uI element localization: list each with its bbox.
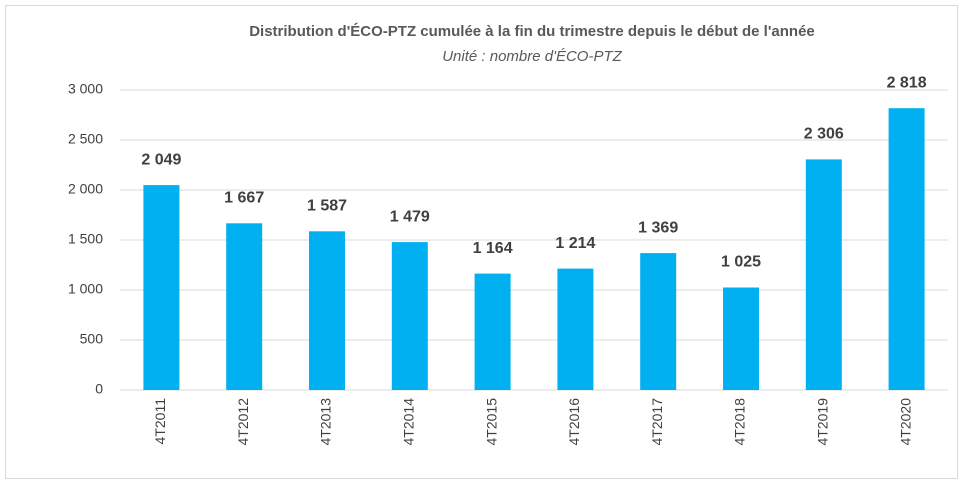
bar: [805, 159, 842, 390]
value-label: 1 479: [390, 208, 430, 225]
y-tick-label: 3 000: [68, 81, 103, 97]
value-label: 1 587: [307, 198, 347, 215]
bar: [640, 253, 677, 390]
bar: [309, 231, 345, 390]
value-label: 1 025: [721, 254, 761, 271]
x-tick-label: 4T2011: [152, 398, 168, 445]
bar: [391, 242, 428, 390]
value-label: 2 049: [141, 151, 181, 168]
value-label: 2 818: [887, 74, 927, 91]
value-label: 1 369: [638, 219, 678, 236]
bar: [474, 273, 511, 390]
value-label: 1 214: [555, 235, 595, 252]
y-tick-label: 2 500: [68, 131, 103, 147]
value-label: 1 164: [473, 240, 513, 257]
value-label: 2 306: [804, 126, 844, 143]
value-label: 1 667: [224, 190, 264, 207]
bar: [723, 287, 759, 390]
y-tick-label: 500: [80, 331, 104, 347]
x-tick-label: 4T2013: [318, 398, 334, 446]
chart-title: Distribution d'ÉCO-PTZ cumulée à la fin …: [249, 23, 815, 40]
bar: [143, 185, 180, 390]
x-tick-label: 4T2019: [815, 398, 831, 446]
chart-subtitle: Unité : nombre d'ÉCO-PTZ: [442, 48, 622, 65]
x-tick-label: 4T2015: [483, 398, 499, 446]
bar: [888, 108, 925, 390]
bar: [557, 268, 594, 390]
bar: [226, 223, 263, 390]
y-tick-label: 1 000: [68, 281, 103, 297]
x-tick-label: 4T2020: [897, 398, 913, 446]
y-tick-label: 0: [95, 381, 103, 397]
y-tick-label: 1 500: [68, 231, 103, 247]
x-tick-label: 4T2016: [566, 398, 582, 446]
x-tick-label: 4T2017: [649, 398, 665, 446]
y-tick-label: 2 000: [68, 181, 103, 197]
x-tick-label: 4T2014: [401, 398, 417, 446]
x-tick-label: 4T2018: [732, 398, 748, 446]
x-tick-label: 4T2012: [235, 398, 251, 446]
